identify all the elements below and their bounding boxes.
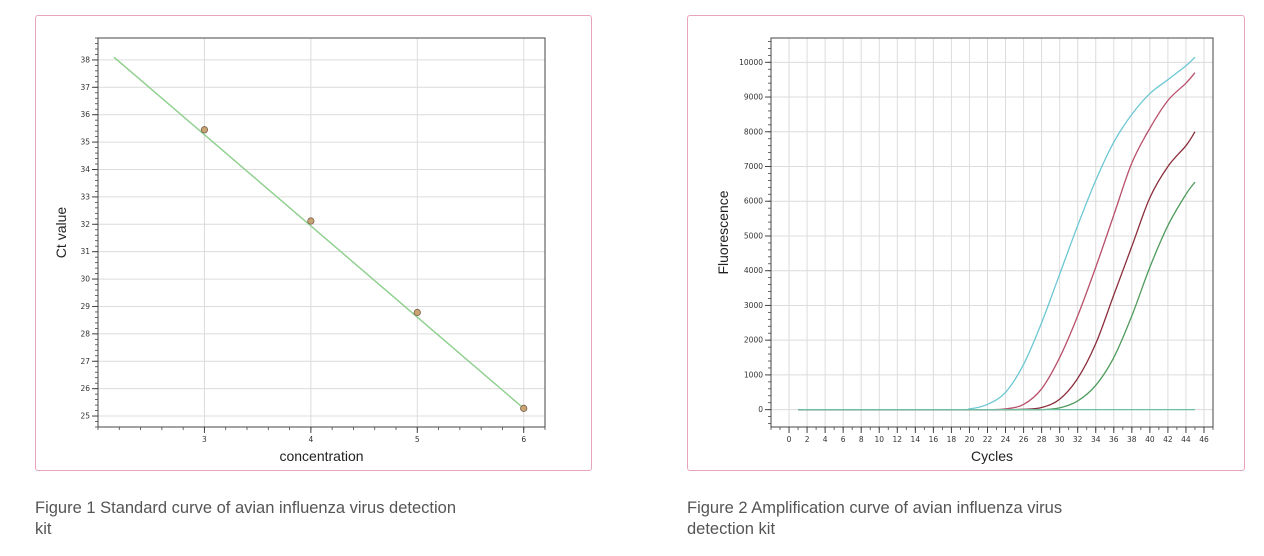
- amplification-series-line: [798, 72, 1196, 411]
- y-tick-label: 10000: [739, 58, 763, 67]
- x-tick-label: 44: [1181, 435, 1191, 444]
- y-tick-label: 29: [80, 302, 90, 311]
- x-tick-label: 16: [929, 435, 939, 444]
- plot-frame: [770, 37, 1214, 428]
- y-tick-label: 32: [80, 220, 90, 229]
- standard-curve-panel: 3 4 5 6 25 26 27 28 29 30 31 32 33 34 35 36 37 38 concentr…: [35, 15, 592, 471]
- x-tick-label: 12: [893, 435, 903, 444]
- x-tick-label: 46: [1199, 435, 1209, 444]
- y-tick-label: 25: [80, 412, 90, 421]
- data-point: [307, 217, 315, 225]
- y-tick-label: 8000: [744, 127, 763, 136]
- x-tick-label: 10: [874, 435, 884, 444]
- x-tick-label: 2: [805, 435, 810, 444]
- amplification-series-line: [798, 56, 1196, 411]
- x-tick-label: 14: [911, 435, 921, 444]
- y-axis-title: Fluorescence: [715, 190, 731, 274]
- x-axis-title: Cycles: [971, 448, 1013, 464]
- x-tick-label: 28: [1037, 435, 1047, 444]
- x-tick-label: 8: [859, 435, 864, 444]
- data-point: [520, 404, 528, 412]
- y-tick-label: 35: [80, 138, 90, 147]
- plot-frame: [97, 37, 546, 428]
- amplification-curve-panel: 0 2 4 6 8 10 12 14 16 18 20 22 24 26 28 30 32 34 36 38 40 42 4…: [687, 15, 1245, 471]
- x-tick-label: 26: [1019, 435, 1029, 444]
- x-tick-label: 20: [965, 435, 975, 444]
- y-tick-label: 28: [80, 329, 90, 338]
- x-tick-label: 36: [1109, 435, 1119, 444]
- y-tick-label: 3000: [744, 301, 763, 310]
- y-tick-label: 37: [80, 83, 90, 92]
- y-tick-label: 33: [80, 192, 90, 201]
- data-point: [200, 126, 209, 134]
- x-tick-label: 22: [983, 435, 993, 444]
- y-tick-label: 38: [80, 55, 90, 64]
- y-axis-title: Ct value: [53, 207, 69, 259]
- x-tick-label: 32: [1073, 435, 1083, 444]
- y-tick-label: 1000: [744, 370, 763, 379]
- x-tick-label: 4: [308, 435, 313, 444]
- x-tick-label: 30: [1055, 435, 1065, 444]
- y-tick-label: 26: [80, 384, 90, 393]
- x-tick-label: 3: [202, 435, 207, 444]
- figure-1-caption: Figure 1 Standard curve of avian influen…: [35, 499, 456, 538]
- y-tick-label: 30: [80, 275, 90, 284]
- figure-2-caption: Figure 2 Amplification curve of avian in…: [687, 499, 1063, 538]
- x-axis-title: concentration: [279, 448, 363, 464]
- y-tick-label: 6000: [744, 197, 763, 206]
- y-tick-label: 0: [758, 405, 763, 414]
- amplification-series-line: [798, 181, 1196, 411]
- data-point: [413, 308, 421, 317]
- y-tick-label: 34: [80, 165, 90, 174]
- x-tick-label: 5: [415, 435, 420, 444]
- y-tick-label: 27: [80, 357, 90, 366]
- y-tick-label: 9000: [744, 93, 763, 102]
- standard-curve-chart: 3 4 5 62526272829303132333435363738concentr…: [53, 37, 546, 464]
- x-tick-label: 6: [521, 435, 526, 444]
- y-tick-label: 7000: [744, 162, 763, 171]
- x-tick-label: 34: [1091, 435, 1101, 444]
- x-tick-label: 24: [1001, 435, 1011, 444]
- y-tick-label: 5000: [744, 231, 763, 240]
- y-tick-label: 2000: [744, 336, 763, 345]
- x-tick-label: 6: [841, 435, 846, 444]
- x-tick-label: 40: [1145, 435, 1155, 444]
- fit-line: [113, 56, 525, 409]
- x-tick-label: 4: [823, 435, 828, 444]
- y-tick-label: 36: [80, 110, 90, 119]
- amplification-curve-chart: 0 2 4 6 8 10 12 14 16 18 20 22 24 26 28 30 32 34 36 38 40 42 4…: [715, 37, 1214, 464]
- y-tick-label: 4000: [744, 266, 763, 275]
- x-tick-label: 42: [1163, 435, 1173, 444]
- x-tick-label: 0: [787, 435, 792, 444]
- x-tick-label: 18: [947, 435, 957, 444]
- y-tick-label: 31: [80, 247, 90, 256]
- x-tick-label: 38: [1127, 435, 1137, 444]
